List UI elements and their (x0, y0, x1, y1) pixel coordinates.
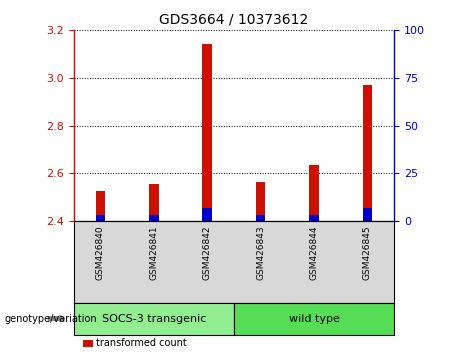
Text: SOCS-3 transgenic: SOCS-3 transgenic (102, 314, 206, 324)
Text: GSM426845: GSM426845 (363, 225, 372, 280)
Text: GSM426841: GSM426841 (149, 225, 159, 280)
Bar (234, 303, 394, 335)
Text: transformed count: transformed count (96, 338, 187, 348)
Text: GSM426842: GSM426842 (203, 225, 212, 280)
Bar (202, 44, 212, 221)
Bar (95, 215, 105, 221)
Bar (256, 182, 266, 221)
Bar (202, 208, 212, 221)
Text: genotype/variation: genotype/variation (5, 314, 97, 324)
Bar (256, 215, 266, 221)
Text: GSM426844: GSM426844 (309, 225, 319, 280)
Bar (74, 303, 234, 335)
Text: GSM426843: GSM426843 (256, 225, 265, 280)
Text: GSM426840: GSM426840 (96, 225, 105, 280)
Bar (363, 208, 372, 221)
Text: wild type: wild type (289, 314, 339, 324)
Bar (309, 165, 319, 221)
Bar (95, 192, 105, 221)
Bar (149, 215, 159, 221)
Bar (363, 85, 372, 221)
Bar (309, 215, 319, 221)
Bar (149, 184, 159, 221)
Title: GDS3664 / 10373612: GDS3664 / 10373612 (160, 12, 308, 26)
